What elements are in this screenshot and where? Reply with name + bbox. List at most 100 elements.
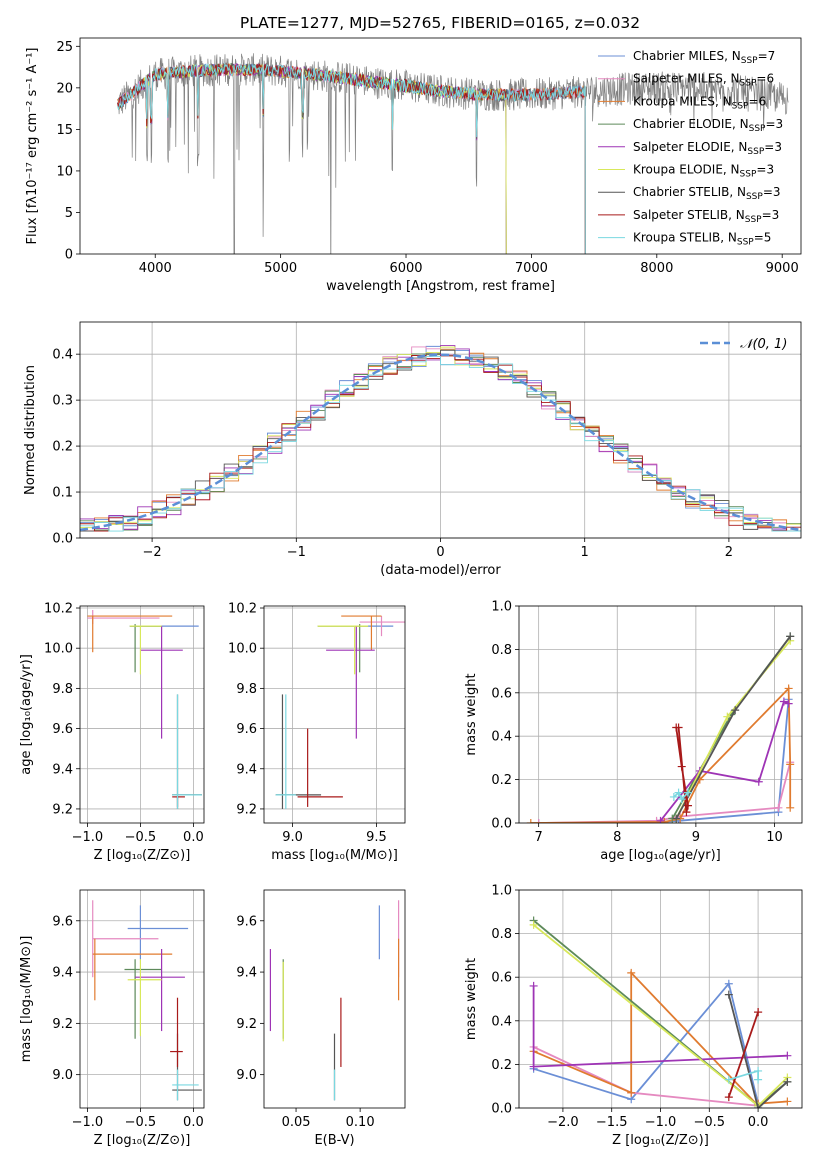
- plus-marker: [786, 632, 795, 641]
- plus-marker: [724, 1093, 733, 1102]
- axes-frame: [79, 321, 802, 539]
- x-tick-label: −2: [143, 545, 162, 560]
- legend-eq: =3: [756, 163, 774, 177]
- y-tick-label: 9.8: [236, 682, 257, 697]
- y-tick-label: 15: [56, 123, 73, 138]
- plus-marker: [669, 792, 678, 801]
- plus-marker: [754, 1075, 763, 1084]
- y-tick-label: 10.2: [44, 602, 73, 617]
- panel-3: 9.0 9.5 9.2 9.4 9.6 9.8 10.0 10.2 mass [log₁₀(M/…: [228, 602, 406, 863]
- y-axis-label: age [log₁₀(age/yr)]: [19, 654, 34, 775]
- normal-curve: [80, 353, 801, 532]
- x-tick-label: −1: [287, 545, 306, 560]
- y-tick-label: 9.6: [236, 914, 257, 929]
- panel-4: 7 8 9 10 0.0 0.2 0.4 0.6 0.8 1.0 age [log₁₀(age/yr…: [464, 600, 803, 863]
- legend-label: Salpeter STELIB, NSSP=3: [633, 208, 779, 225]
- y-tick-label: 1.0: [491, 600, 512, 615]
- plus-marker: [682, 808, 691, 817]
- legend-label: Kroupa STELIB, NSSP=5: [633, 231, 771, 248]
- y-tick-label: 9.6: [52, 722, 73, 737]
- y-axis-label: Normed distribution: [23, 365, 38, 495]
- x-tick-label: 0.0: [183, 830, 204, 845]
- panel-0: 4000 5000 6000 7000 8000 9000 0 5 10 15 20 25 wavele…: [25, 14, 802, 294]
- y-tick-label: 0.0: [52, 532, 73, 547]
- y-tick-label: 0: [65, 248, 73, 263]
- weight-series: [673, 791, 689, 801]
- x-axis-label: (data-model)/error: [380, 563, 501, 578]
- plus-marker: [672, 814, 681, 823]
- legend-eq: =3: [764, 140, 782, 154]
- plus-marker: [754, 1066, 763, 1075]
- plus-marker: [786, 760, 795, 769]
- plus-marker: [529, 981, 538, 990]
- plus-marker: [784, 684, 793, 693]
- plus-marker: [526, 819, 535, 823]
- legend-subscript: SSP: [747, 147, 764, 157]
- x-tick-label: −1.5: [596, 1115, 628, 1130]
- y-tick-label: 9.6: [236, 722, 257, 737]
- legend-subscript: SSP: [745, 215, 762, 225]
- axes-frame: [518, 605, 803, 824]
- panel-1: −2 −1 0 1 2 0.0 0.1 0.2 0.3 0.4 (data-model)/error…: [23, 321, 802, 578]
- axes-frame: [79, 37, 802, 255]
- y-tick-label: 0.2: [491, 773, 512, 788]
- weight-series: [530, 686, 792, 823]
- legend-subscript: SSP: [737, 238, 754, 248]
- axes-frame: [79, 605, 205, 824]
- legend-eq: =3: [762, 208, 780, 222]
- y-tick-label: 9.4: [236, 966, 257, 981]
- y-tick-label: 0.6: [491, 686, 512, 701]
- plot-area: [275, 615, 405, 809]
- weight-series: [538, 699, 790, 823]
- weight-series: [533, 1046, 759, 1107]
- axes-frame: [263, 889, 406, 1109]
- axes-frame: [263, 605, 406, 824]
- y-tick-label: 9.4: [52, 966, 73, 981]
- panel-7: −2.0 −1.5 −1.0 −0.5 0.0 0.0 0.2 0.4 0.6 0.8 1.0 Z […: [464, 884, 803, 1148]
- plus-marker: [754, 1104, 763, 1108]
- weight-series: [727, 994, 788, 1108]
- y-tick-label: 0.0: [491, 817, 512, 832]
- plus-marker: [677, 795, 686, 804]
- x-tick-label: 4000: [139, 261, 172, 276]
- y-tick-label: 10.0: [228, 642, 257, 657]
- legend-eq: =7: [758, 49, 776, 63]
- y-tick-label: 9.2: [52, 1017, 73, 1032]
- x-axis-label: mass [log₁₀(M/M⊙)]: [271, 848, 398, 863]
- plot-area: [117, 53, 789, 254]
- legend-eq: =5: [754, 231, 772, 245]
- y-tick-label: 5: [65, 206, 73, 221]
- plus-marker: [783, 1077, 792, 1086]
- y-axis-label: mass weight: [464, 673, 479, 755]
- y-tick-label: 9.4: [52, 762, 73, 777]
- x-axis-label: wavelength [Angstrom, rest frame]: [326, 279, 555, 294]
- y-axis-label: mass [log₁₀(M/M⊙)]: [19, 936, 34, 1063]
- plot-area: [526, 632, 795, 823]
- legend-subscript: SSP: [749, 124, 766, 134]
- x-tick-label: 0.05: [282, 1115, 311, 1130]
- y-tick-label: 0.4: [491, 730, 512, 745]
- x-axis-label: Z [log₁₀(Z/Z⊙)]: [94, 848, 191, 863]
- legend-eq: =6: [749, 94, 767, 108]
- x-tick-label: 9.5: [366, 830, 387, 845]
- y-tick-label: 0.4: [52, 348, 73, 363]
- x-tick-label: 8: [613, 830, 621, 845]
- x-axis-label: Z [log₁₀(Z/Z⊙)]: [612, 1133, 709, 1148]
- y-tick-label: 0.1: [52, 486, 73, 501]
- x-tick-label: 0.0: [183, 1115, 204, 1130]
- x-tick-label: 8000: [640, 261, 673, 276]
- plus-marker: [783, 1051, 792, 1060]
- legend-label: Chabrier STELIB, NSSP=3: [633, 185, 781, 202]
- y-tick-label: 1.0: [491, 884, 512, 899]
- model-spectrum: [117, 62, 586, 254]
- legend-label: 𝒩(0, 1): [740, 337, 787, 352]
- plus-marker: [723, 712, 732, 721]
- y-tick-label: 10: [56, 164, 73, 179]
- plus-marker: [779, 697, 788, 706]
- plus-marker: [784, 699, 793, 708]
- legend-subscript: SSP: [746, 192, 763, 202]
- x-tick-label: −0.5: [125, 1115, 157, 1130]
- plus-marker: [674, 723, 683, 732]
- plus-marker: [731, 706, 740, 715]
